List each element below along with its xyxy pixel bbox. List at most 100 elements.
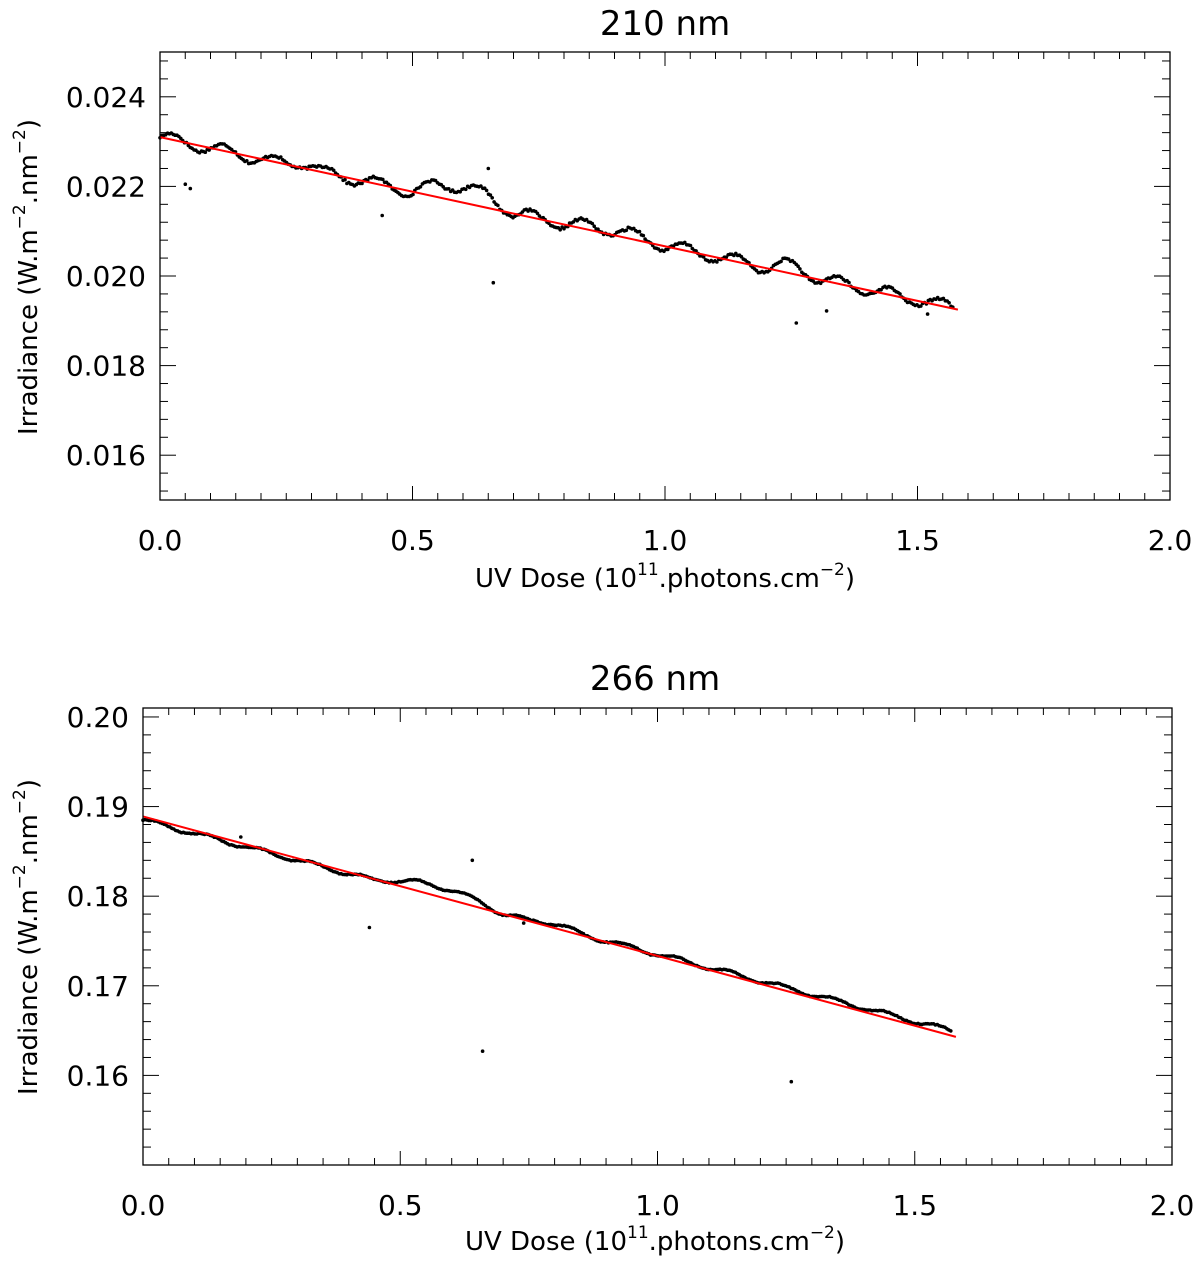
data-point (558, 228, 562, 232)
data-point (879, 288, 883, 292)
y-label-sup2: −2 (10, 789, 30, 814)
axis-ticks (159, 52, 1171, 500)
x-tick-label: 1.5 (895, 524, 940, 557)
outlier-point (794, 321, 799, 325)
data-point (847, 280, 851, 285)
data-point (688, 243, 693, 248)
chart-266nm: 266 nm 0.0 0.5 1.0 1.5 2.0 0.160.170.180.190… (10, 659, 1194, 1257)
y-tick-label: 0.17 (67, 970, 129, 1003)
data-point (683, 240, 687, 245)
x-label-pre: UV Dose (10 (465, 1227, 627, 1257)
data-point (666, 247, 670, 252)
y-label-sup2: −2 (10, 129, 30, 154)
y-label-sup1: −2 (10, 864, 30, 889)
x-tick-labels: 0.0 0.5 1.0 1.5 2.0 (121, 1189, 1195, 1222)
fit-line-segment (142, 815, 957, 1038)
data-point (715, 260, 719, 264)
y-tick-labels: 0.16 0.17 0.18 0.19 0.20 (67, 701, 129, 1092)
fit-line-segment (159, 136, 959, 311)
data-point (739, 254, 744, 259)
data-point (418, 185, 423, 189)
outlier-point (380, 213, 385, 218)
x-tick-label: 0.5 (390, 524, 435, 557)
data-points (158, 131, 955, 325)
outlier-point (789, 1079, 794, 1084)
outlier-point (367, 925, 372, 930)
fit-line (142, 815, 957, 1038)
x-label-sup2: −2 (820, 560, 845, 580)
y-tick-label: 0.16 (67, 1059, 129, 1092)
data-point (701, 255, 706, 259)
outlier-point (183, 182, 188, 186)
outlier-point (491, 280, 496, 285)
data-point (279, 155, 283, 159)
outlier-point (486, 166, 491, 171)
outlier-point (480, 1049, 485, 1053)
data-point (360, 181, 364, 186)
data-point (490, 196, 495, 200)
data-point (724, 255, 729, 259)
data-point (947, 301, 951, 305)
y-tick-label: 0.022 (66, 170, 146, 203)
x-tick-label: 1.5 (892, 1189, 937, 1222)
x-tick-labels: 0.0 0.5 1.0 1.5 2.0 (138, 524, 1193, 557)
y-tick-label: 0.020 (66, 260, 146, 293)
y-label-mid: .nm (14, 154, 44, 204)
outlier-point (824, 309, 829, 313)
x-label-sup2: −2 (810, 1223, 835, 1243)
data-point (343, 177, 347, 182)
x-label-post: ) (835, 1227, 845, 1257)
data-point (245, 159, 249, 163)
y-label-mid: .nm (14, 814, 44, 864)
fit-line (159, 136, 959, 311)
data-point (779, 259, 783, 264)
plot-frame (142, 707, 1173, 1166)
outlier-point (925, 312, 930, 316)
data-point (203, 150, 208, 154)
chart-210nm: 210 nm 0.0 0.5 1.0 1.5 2.0 0.0160.0180.0200.… (10, 4, 1192, 594)
axis-ticks (142, 708, 1173, 1166)
data-point (464, 187, 468, 192)
data-point (590, 221, 595, 226)
y-label-post: ) (14, 779, 44, 789)
y-axis-label: Irradiance (W.m−2.nm−2) (10, 119, 44, 435)
data-point (484, 188, 489, 193)
x-axis-label: UV Dose (1011.photons.cm−2) (465, 1223, 845, 1257)
data-point (488, 193, 493, 197)
data-point (496, 203, 500, 208)
data-point (458, 190, 463, 194)
outlier-point (521, 921, 526, 925)
y-tick-label: 0.018 (66, 350, 146, 383)
data-point (447, 187, 451, 191)
x-tick-label: 1.0 (635, 1189, 680, 1222)
x-tick-label: 0.5 (378, 1189, 423, 1222)
data-point (584, 217, 589, 222)
data-point (637, 229, 642, 234)
x-tick-label: 1.0 (643, 524, 688, 557)
data-point (411, 192, 415, 197)
x-label-sup1: 11 (627, 1223, 649, 1243)
x-tick-label: 2.0 (1148, 524, 1193, 557)
y-label-sup1: −2 (10, 204, 30, 229)
chart-title: 266 nm (590, 659, 720, 699)
outlier-point (470, 858, 475, 863)
data-point (949, 1029, 953, 1033)
chart-title: 210 nm (600, 4, 730, 44)
data-point (381, 177, 385, 182)
y-tick-label: 0.024 (66, 81, 146, 114)
x-tick-label: 2.0 (1150, 1189, 1195, 1222)
y-tick-label: 0.20 (67, 701, 129, 734)
data-point (624, 228, 629, 233)
y-tick-label: 0.19 (67, 791, 129, 824)
data-point (898, 292, 902, 296)
x-label-mid: .photons.cm (649, 1227, 810, 1257)
outlier-point (188, 186, 193, 191)
y-tick-labels: 0.016 0.018 0.020 0.022 0.024 (66, 81, 146, 472)
plot-frame (159, 51, 1171, 501)
data-point (331, 168, 336, 173)
data-point (535, 211, 540, 216)
y-tick-label: 0.18 (67, 880, 129, 913)
x-label-pre: UV Dose (10 (475, 564, 637, 594)
x-tick-label: 0.0 (138, 524, 183, 557)
